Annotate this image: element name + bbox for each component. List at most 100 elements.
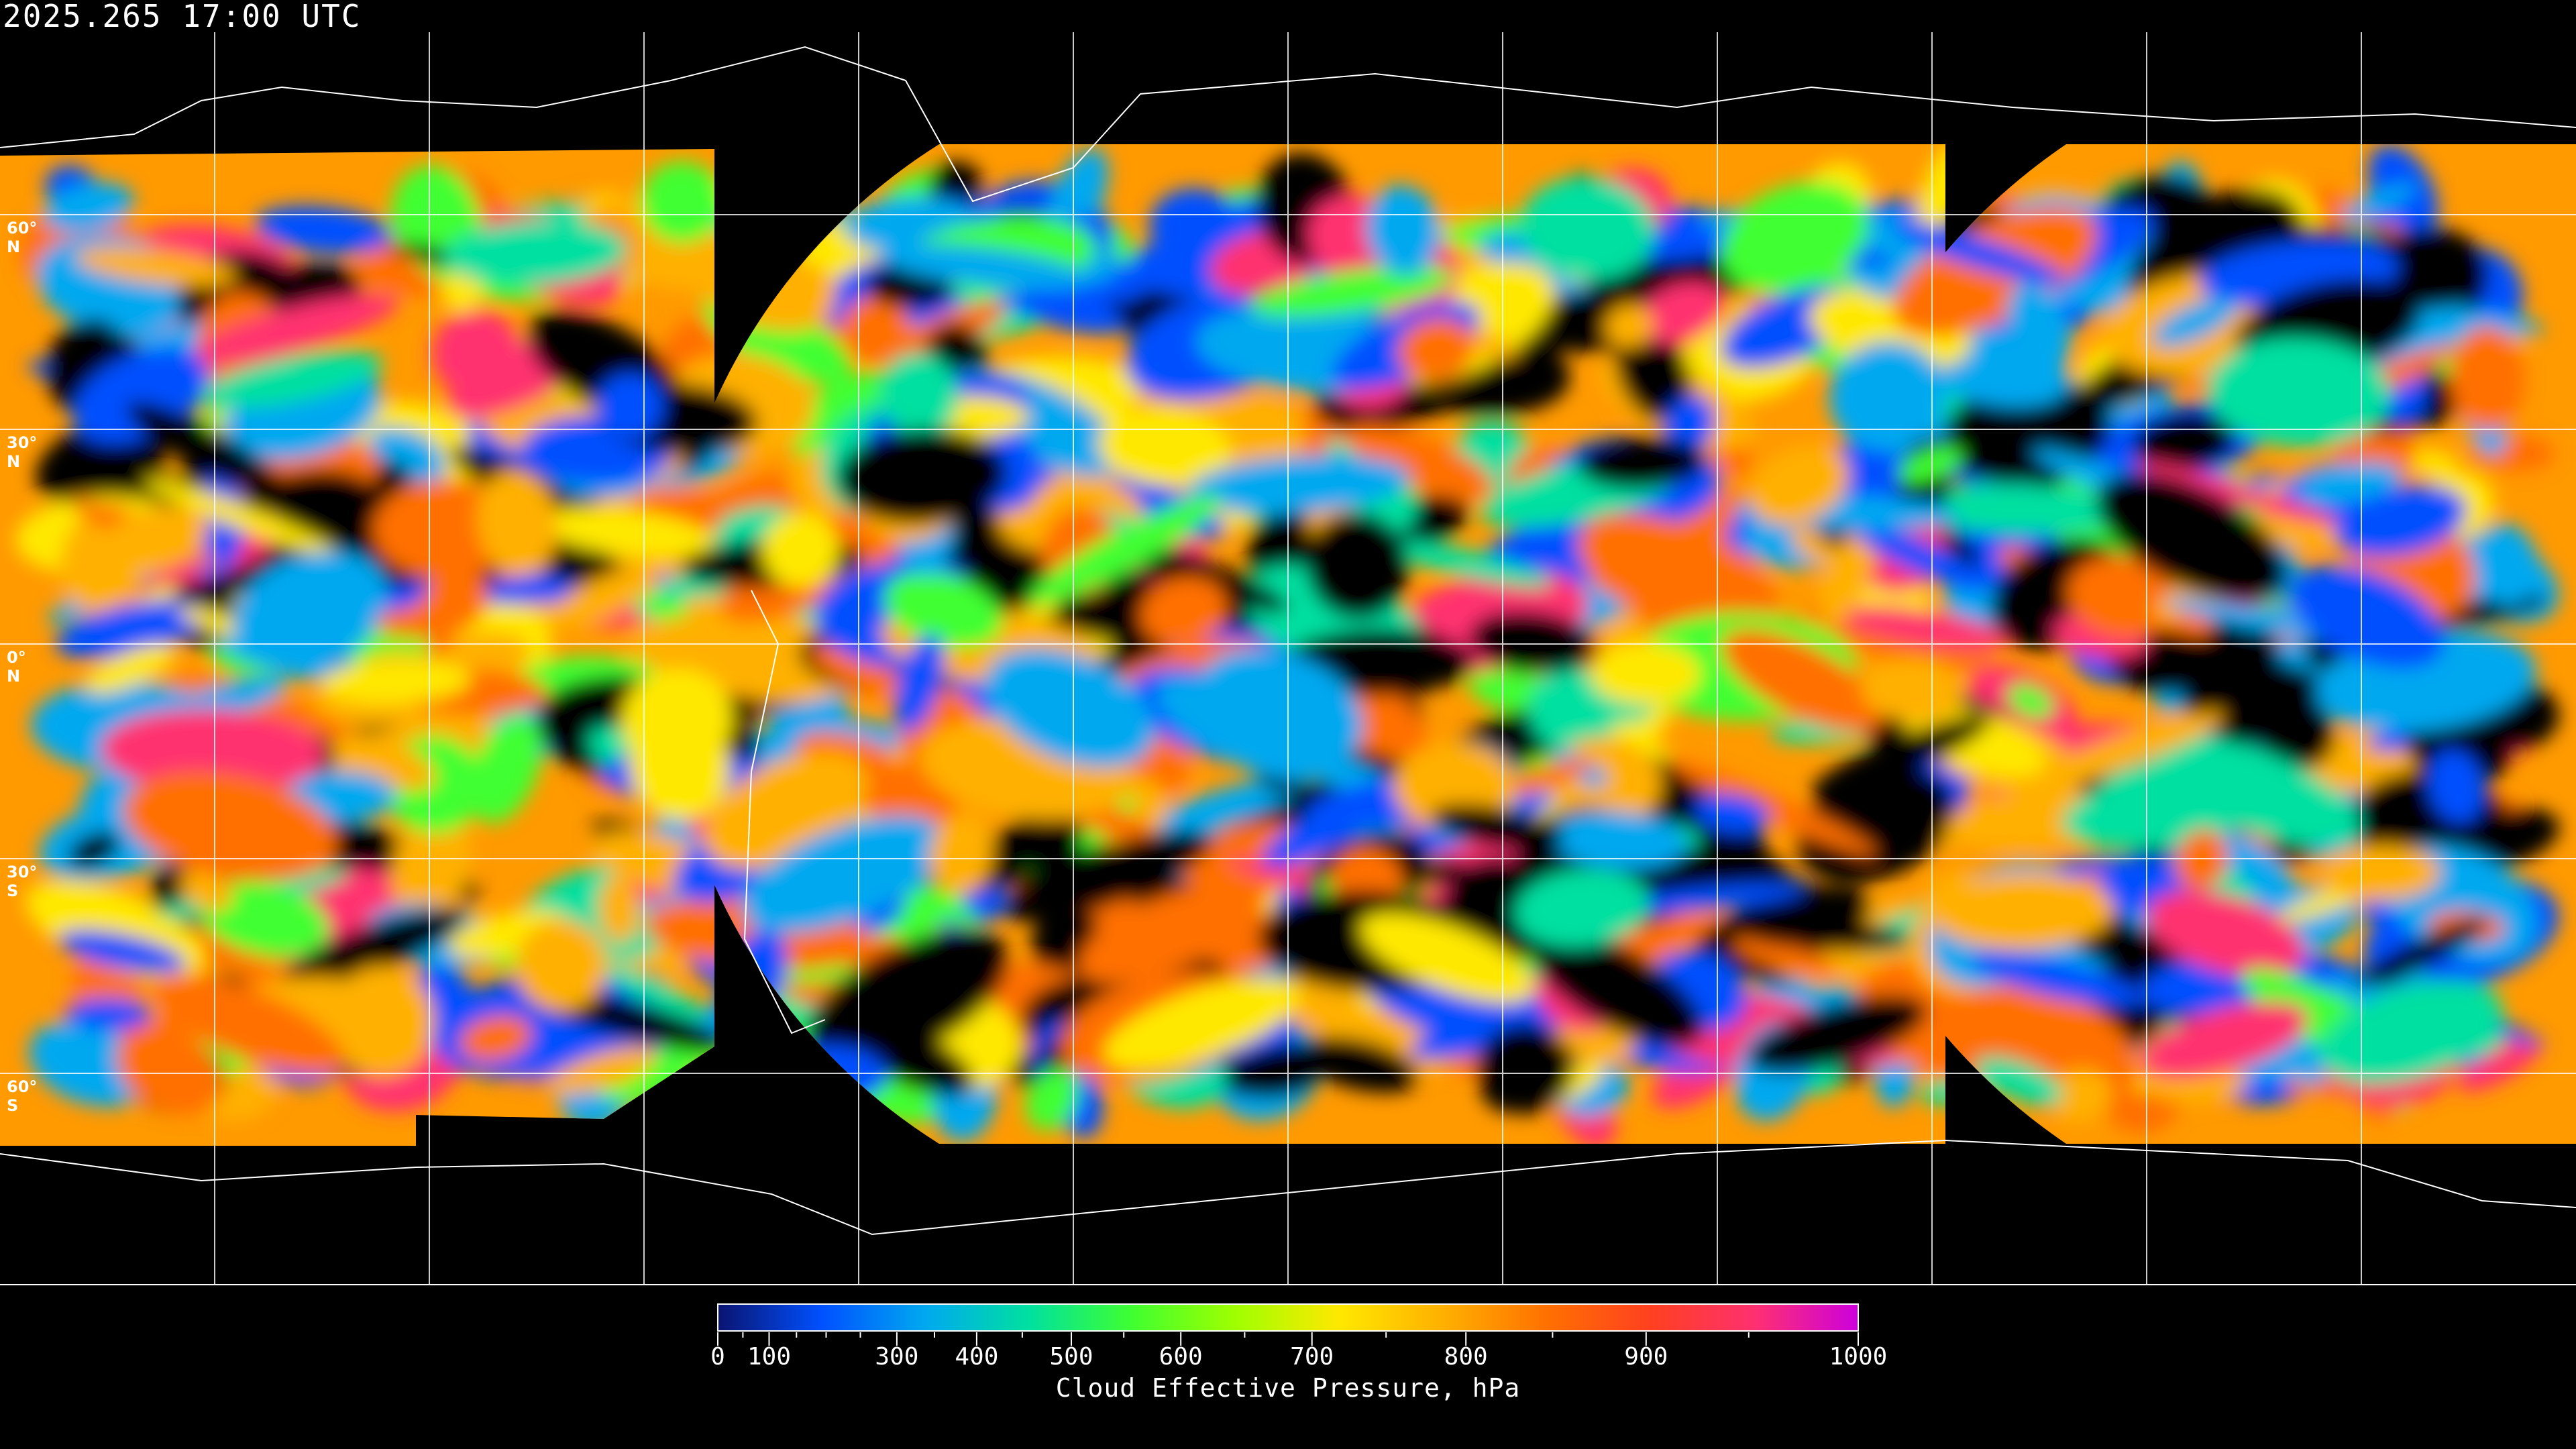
graticule: [0, 32, 2576, 1284]
cloud-region: [1551, 811, 1686, 869]
cloud-region: [1360, 912, 1535, 1004]
cloud-region: [1819, 528, 1876, 625]
cloud-region: [1591, 643, 1701, 705]
cloud-region: [443, 220, 628, 286]
cloud-region: [67, 831, 120, 869]
cloud-region: [126, 402, 286, 496]
cloud-region: [1931, 872, 2114, 950]
cloud-region: [202, 351, 383, 408]
cloud-region: [1140, 577, 1227, 646]
cloud-region: [596, 373, 663, 439]
cloud-region: [601, 964, 708, 1022]
latitude-label: 60° S: [7, 1077, 38, 1115]
cloud-region: [123, 771, 337, 881]
cloud-region: [1157, 676, 1328, 781]
cloud-region: [66, 998, 152, 1030]
cloud-region: [320, 660, 472, 704]
cloud-region: [2068, 555, 2177, 638]
colorbar-tick-label: 600: [1159, 1343, 1203, 1371]
cloud-region: [1515, 869, 1650, 947]
colorbar-tick-label: 1000: [1829, 1343, 1888, 1371]
colorbar-tick-label: 500: [1049, 1343, 1093, 1371]
cloud-region: [116, 1026, 223, 1115]
satellite-imagery: [0, 144, 2576, 1146]
cloud-region: [1187, 455, 1411, 514]
cloud-region: [641, 594, 688, 620]
cloud-region: [1975, 1057, 2063, 1105]
cloud-region: [75, 247, 236, 286]
colorbar-label: Cloud Effective Pressure, hPa: [1055, 1373, 1521, 1403]
latitude-label: 30° N: [7, 433, 38, 471]
cloud-region: [2258, 708, 2334, 770]
cloud-region: [2428, 749, 2484, 823]
cloud-region: [1615, 327, 1693, 423]
cloud-region: [548, 566, 661, 629]
cloud-region: [1797, 765, 1955, 883]
cloud-region: [2207, 337, 2391, 447]
cloud-region: [2320, 980, 2503, 1085]
cloud-region: [1695, 793, 1770, 834]
cloud-region: [441, 271, 483, 312]
cloud-region: [1028, 494, 1222, 604]
colorbar-tick-label: 300: [875, 1343, 918, 1371]
cloud-region: [621, 668, 733, 771]
cloud-region: [929, 813, 994, 896]
south-america-coastline: [743, 590, 826, 1034]
cloud-region: [2146, 735, 2360, 845]
cloud-region: [108, 311, 152, 338]
cloud-region: [837, 429, 1008, 524]
coastlines: [0, 46, 2576, 1236]
cloud-region: [1861, 657, 1964, 722]
latitude-label: 30° S: [7, 863, 38, 900]
cloud-region: [1345, 424, 1494, 499]
cloud-region: [1970, 952, 2142, 1006]
colorbar-tick-label: 800: [1444, 1343, 1488, 1371]
cloud-region: [85, 644, 175, 694]
cloud-region: [1733, 937, 1837, 977]
cloud-region: [549, 1046, 657, 1095]
cloud-region: [1377, 539, 1552, 588]
cloud-region: [1735, 919, 1911, 951]
cloud-region: [641, 161, 724, 244]
cloud-region: [1811, 715, 1990, 797]
colorbar-tick-label: 400: [955, 1343, 998, 1371]
cloud-region: [95, 506, 209, 576]
cloud-region: [254, 205, 391, 254]
colorbar-tick-label: 0: [710, 1343, 725, 1371]
cloud-region: [391, 810, 472, 920]
cloud-region: [1980, 983, 2139, 1098]
colorbar-gradient: [717, 1303, 1859, 1332]
cloud-region: [1529, 928, 1704, 1047]
cloud-region: [1749, 445, 1849, 525]
cloud-region: [2333, 484, 2467, 557]
cloud-region: [2007, 684, 2053, 718]
cloud-region: [1898, 447, 1963, 483]
cloud-region: [191, 294, 399, 364]
cloud-region: [1721, 629, 1883, 733]
cloud-region: [598, 874, 640, 943]
cloud-region: [805, 930, 1008, 1067]
cloud-region: [2049, 1067, 2112, 1123]
cloud-region: [1306, 512, 1409, 619]
cloud-region: [2348, 918, 2488, 993]
latitude-label: 60° N: [7, 219, 38, 256]
cloud-region: [2449, 326, 2526, 431]
cloud-region: [1721, 182, 1869, 294]
antarctica-coastline: [0, 1139, 2576, 1236]
cloud-region: [1607, 883, 1805, 914]
cloud-region: [515, 919, 607, 1012]
cloud-region: [144, 478, 337, 555]
cloud-region: [2147, 891, 2305, 977]
cloud-region: [1026, 1068, 1079, 1130]
cloud-region: [2100, 762, 2210, 818]
cloud-region: [809, 932, 854, 962]
cloud-region: [2290, 565, 2445, 669]
colorbar-tick-label: 100: [747, 1343, 791, 1371]
cloud-region: [2340, 183, 2416, 220]
cloud-region: [1365, 185, 1440, 276]
cloud-pressure-map: [0, 32, 2576, 1285]
cloud-region: [2152, 297, 2238, 347]
cloud-region: [1668, 759, 1876, 855]
cloud-region: [470, 714, 542, 823]
